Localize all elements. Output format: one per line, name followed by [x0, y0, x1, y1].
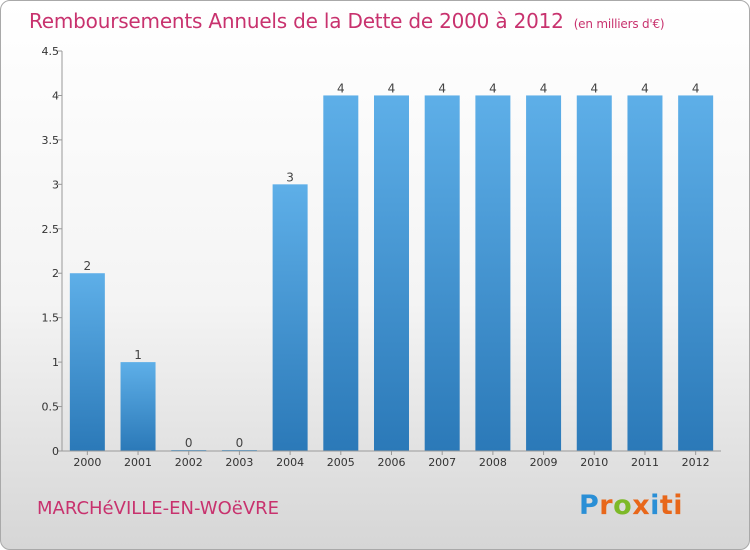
x-tick-label: 2008 — [479, 456, 507, 469]
x-tick-label: 2000 — [73, 456, 101, 469]
x-tick-label: 2006 — [378, 456, 406, 469]
y-tick-label: 1 — [52, 356, 59, 369]
data-label: 4 — [540, 81, 548, 95]
data-label: 4 — [438, 81, 446, 95]
bar — [475, 95, 511, 451]
bar — [526, 95, 562, 451]
logo-letter: P — [579, 490, 600, 521]
data-label: 4 — [692, 81, 700, 95]
x-tick-label: 2007 — [428, 456, 456, 469]
y-tick-label: 3 — [52, 178, 59, 191]
bar — [323, 95, 359, 451]
logo-letter: o — [613, 490, 633, 521]
bars-group: 2 1 0 0 3 4 4 4 4 4 4 4 4 — [69, 81, 714, 452]
bar — [69, 273, 105, 451]
logo-letter: x — [632, 490, 651, 521]
bar — [424, 95, 460, 451]
axes-group: 2000 2001 2002 2003 2004 2005 2006 2007 2008 2009… — [42, 45, 721, 469]
bar — [576, 95, 612, 451]
chart-title: Remboursements Annuels de la Dette de 20… — [29, 9, 665, 33]
y-tick-label: 4 — [52, 89, 59, 102]
data-label: 3 — [286, 170, 294, 184]
y-tick-label: 1.5 — [42, 312, 60, 325]
x-tick-label: 2005 — [327, 456, 355, 469]
y-tick-label: 2.5 — [42, 223, 60, 236]
y-tick-label: 4.5 — [42, 45, 60, 58]
bar — [374, 95, 409, 451]
data-label: 1 — [134, 348, 142, 362]
proxiti-logo: Proxiti — [579, 490, 683, 521]
data-label: 2 — [84, 259, 92, 273]
x-tick-label: 2011 — [631, 456, 659, 469]
title-unit: (en milliers d'€) — [573, 17, 665, 31]
x-tick-label: 2009 — [530, 456, 558, 469]
data-label: 4 — [641, 81, 649, 95]
bar — [272, 184, 308, 452]
commune-name: MARCHéVILLE-EN-WOëVRE — [37, 498, 280, 519]
data-label: 4 — [489, 81, 497, 95]
bar — [678, 95, 714, 451]
data-label: 4 — [337, 81, 345, 95]
data-label: 0 — [236, 436, 244, 450]
y-tick-label: 0 — [52, 445, 59, 458]
y-tick-label: 0.5 — [42, 401, 60, 414]
x-tick-label: 2003 — [225, 456, 253, 469]
data-label: 4 — [388, 81, 396, 95]
x-tick-label: 2004 — [276, 456, 304, 469]
x-tick-label: 2010 — [580, 456, 608, 469]
title-text: Remboursements Annuels de la Dette de 20… — [29, 9, 564, 33]
data-label: 0 — [185, 436, 193, 450]
x-tick-label: 2002 — [175, 456, 203, 469]
data-label: 4 — [590, 81, 598, 95]
bar — [120, 362, 156, 451]
x-tick-label: 2001 — [124, 456, 152, 469]
logo-letter: ti — [659, 490, 684, 521]
bar — [627, 95, 663, 451]
logo-letter: r — [599, 490, 614, 521]
x-tick-label: 2012 — [682, 456, 710, 469]
y-tick-label: 2 — [52, 267, 59, 280]
y-tick-label: 3.5 — [42, 134, 60, 147]
logo-letter: i — [650, 490, 660, 521]
